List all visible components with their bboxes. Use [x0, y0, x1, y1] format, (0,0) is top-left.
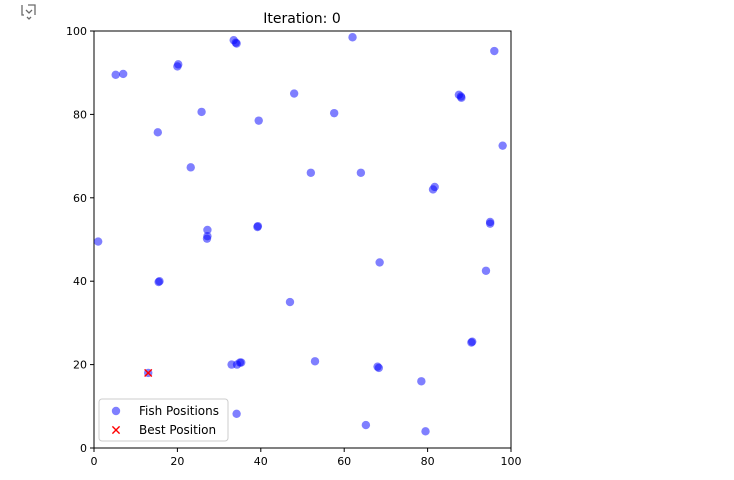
plot-area	[93, 30, 512, 449]
y-axis: 0 20 40 60 80 100	[66, 25, 94, 455]
fish-position-point	[186, 163, 195, 172]
fish-position-point	[430, 182, 439, 192]
x-tick-label: 20	[170, 455, 184, 468]
y-tick-label: 20	[73, 359, 87, 372]
x-tick-label: 80	[421, 455, 435, 468]
fish-position-point	[348, 33, 357, 42]
legend: Fish Positions Best Position	[98, 398, 229, 442]
x-axis: 0 20 40 60 80 100	[91, 448, 522, 468]
data-points	[93, 33, 507, 436]
fish-position-point	[155, 277, 164, 286]
y-tick-label: 60	[73, 192, 87, 205]
legend-label: Fish Positions	[139, 404, 219, 418]
expand-output-icon[interactable]	[18, 2, 40, 24]
fish-position-point	[202, 234, 212, 243]
x-tick-label: 40	[254, 455, 268, 468]
fish-position-point	[468, 337, 477, 346]
y-tick-label: 40	[73, 275, 87, 288]
legend-label: Best Position	[139, 423, 216, 437]
fish-position-point	[153, 128, 163, 137]
fish-position-point	[237, 358, 246, 367]
y-tick-label: 80	[73, 108, 87, 121]
fish-position-point	[356, 168, 366, 177]
best-position-marker	[144, 368, 153, 378]
x-tick-label: 100	[501, 455, 522, 468]
fish-position-point	[485, 219, 495, 228]
fish-position-point	[197, 107, 206, 117]
legend-best-marker	[111, 425, 121, 435]
fish-position-point	[232, 409, 241, 419]
fish-position-point	[93, 237, 103, 246]
fish-position-point	[329, 108, 339, 118]
x-tick-label: 60	[337, 455, 351, 468]
fish-position-point	[498, 141, 507, 150]
fish-position-point	[306, 168, 316, 177]
y-tick-label: 100	[66, 25, 87, 38]
fish-position-point	[203, 225, 212, 235]
fish-position-point	[490, 46, 499, 56]
legend-frame	[98, 398, 229, 442]
fish-position-point	[361, 420, 371, 430]
fish-position-point	[374, 363, 384, 373]
fish-position-point	[310, 357, 320, 366]
fish-position-point	[457, 93, 466, 102]
chart-title: Iteration: 0	[263, 11, 340, 27]
fish-position-point	[174, 60, 183, 69]
fish-position-point	[111, 70, 120, 79]
y-tick-label: 0	[80, 442, 87, 455]
fish-position-point	[253, 221, 263, 231]
x-tick-label: 0	[91, 455, 98, 468]
fish-position-point	[421, 427, 430, 436]
fish-position-point	[285, 297, 295, 307]
fish-position-point	[118, 69, 128, 79]
legend-fish-marker	[111, 406, 121, 416]
fish-position-point	[289, 89, 299, 98]
fish-position-point	[481, 266, 491, 275]
fish-position-point	[417, 377, 426, 386]
fish-position-point	[375, 258, 384, 267]
fish-position-point	[232, 39, 241, 48]
fish-position-point	[254, 116, 263, 125]
